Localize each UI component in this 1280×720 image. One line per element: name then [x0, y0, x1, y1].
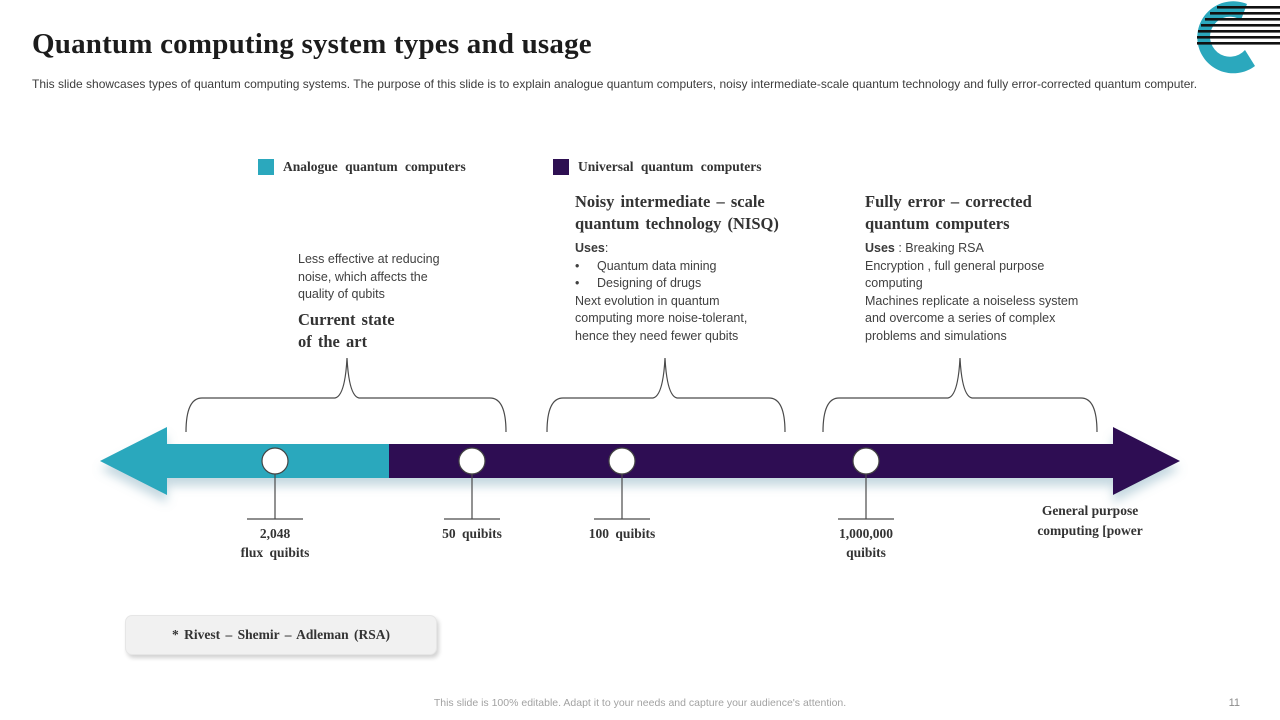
footnote-box: * Rivest – Shemir – Adleman (RSA): [125, 615, 437, 655]
brace-analogue: [185, 357, 507, 433]
arrow-segment-universal: [389, 444, 1115, 478]
timeline-end-label: General purpose computing [power: [1037, 503, 1143, 538]
milestone-label-2: 50 quibits: [442, 526, 502, 541]
analogue-note: Less effective at reducing noise, which …: [298, 252, 440, 301]
error-corrected-heading: Fully error – corrected quantum computer…: [865, 192, 1032, 233]
page-title: Quantum computing system types and usage: [32, 28, 592, 60]
legend-item-analogue: Analogue quantum computers: [258, 159, 466, 175]
logo-stripes: [1197, 6, 1280, 45]
milestone-label-1: 2,048 flux quibits: [240, 526, 310, 560]
page-number: 11: [1228, 697, 1240, 709]
milestone-dot-2: [458, 447, 486, 475]
brand-logo: [1197, 1, 1280, 74]
milestone-label-3: 100 quibits: [588, 526, 656, 541]
milestone-markers: [261, 447, 880, 475]
milestone-dot-4: [852, 447, 880, 475]
legend-swatch-universal: [553, 159, 569, 175]
arrowhead-left: [100, 427, 167, 495]
legend-item-universal: Universal quantum computers: [553, 159, 762, 175]
bullet-icon: •: [575, 276, 580, 290]
nisq-bullet-1: • Quantum data mining: [575, 258, 747, 276]
bullet-icon: •: [575, 258, 580, 273]
legend-label-universal: Universal quantum computers: [578, 159, 762, 174]
nisq-bullet-2: • Designing of drugs: [575, 275, 747, 293]
milestone-dot-1: [261, 447, 289, 475]
nisq-heading: Noisy intermediate – scale quantum techn…: [575, 192, 779, 233]
milestone-dot-3: [608, 447, 636, 475]
error-corrected-uses: Uses : Breaking RSA Encryption , full ge…: [865, 241, 1079, 343]
brace-nisq: [546, 357, 786, 433]
timeline-arrow: [100, 427, 1180, 495]
analogue-heading: Current state of the art: [298, 310, 395, 351]
nisq-uses-label: Uses:: [575, 241, 609, 255]
arrowhead-right: [1113, 427, 1180, 495]
page-subtitle: This slide showcases types of quantum co…: [32, 77, 1198, 91]
footer-note: This slide is 100% editable. Adapt it to…: [433, 697, 847, 709]
milestone-connectors: [247, 474, 894, 520]
milestone-label-4: 1,000,000 quibits: [839, 526, 893, 560]
legend-swatch-analogue: [258, 159, 274, 175]
brace-error-corrected: [822, 357, 1098, 433]
legend-label-analogue: Analogue quantum computers: [283, 159, 466, 174]
footnote-text: * Rivest – Shemir – Adleman (RSA): [171, 627, 390, 642]
nisq-uses: Uses: • Quantum data mining • Designing …: [575, 241, 748, 343]
